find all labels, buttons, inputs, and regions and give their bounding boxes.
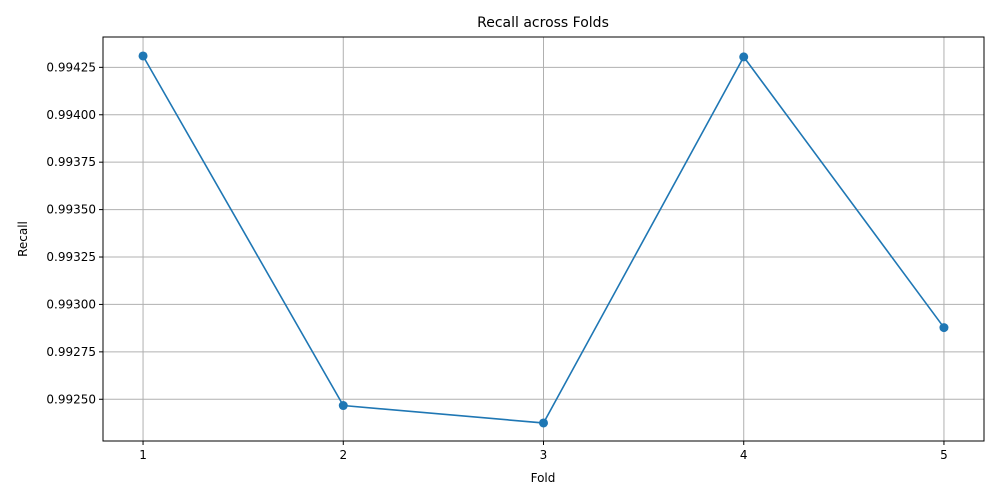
- x-tick-label: 3: [540, 448, 548, 462]
- data-point: [138, 51, 148, 61]
- x-axis-label: Fold: [531, 471, 556, 485]
- y-axis-ticks: 0.99250 0.99275 0.99300 0.99325 0.99350 0.993…: [46, 60, 103, 406]
- data-point: [539, 418, 548, 428]
- y-tick-label: 0.99275: [46, 345, 96, 359]
- data-point: [939, 323, 949, 333]
- x-tick-label: 2: [339, 448, 347, 462]
- chart-title: Recall across Folds: [477, 15, 609, 31]
- y-tick-label: 0.99325: [46, 250, 96, 264]
- y-tick-label: 0.99375: [46, 155, 96, 169]
- y-axis-label: Recall: [16, 221, 30, 257]
- data-point: [338, 401, 348, 411]
- y-tick-label: 0.99425: [46, 60, 96, 74]
- y-tick-label: 0.99400: [46, 108, 96, 122]
- data-point: [739, 52, 749, 62]
- x-tick-label: 1: [139, 448, 147, 462]
- series-layer: [138, 51, 949, 428]
- y-tick-label: 0.99350: [46, 203, 96, 217]
- grid-lines: [103, 37, 984, 441]
- x-tick-label: 5: [940, 448, 948, 462]
- y-tick-label: 0.99250: [46, 392, 96, 406]
- y-tick-label: 0.99300: [46, 297, 96, 311]
- x-axis-ticks: 1 2 3 4 5: [139, 441, 948, 462]
- x-tick-label: 4: [740, 448, 748, 462]
